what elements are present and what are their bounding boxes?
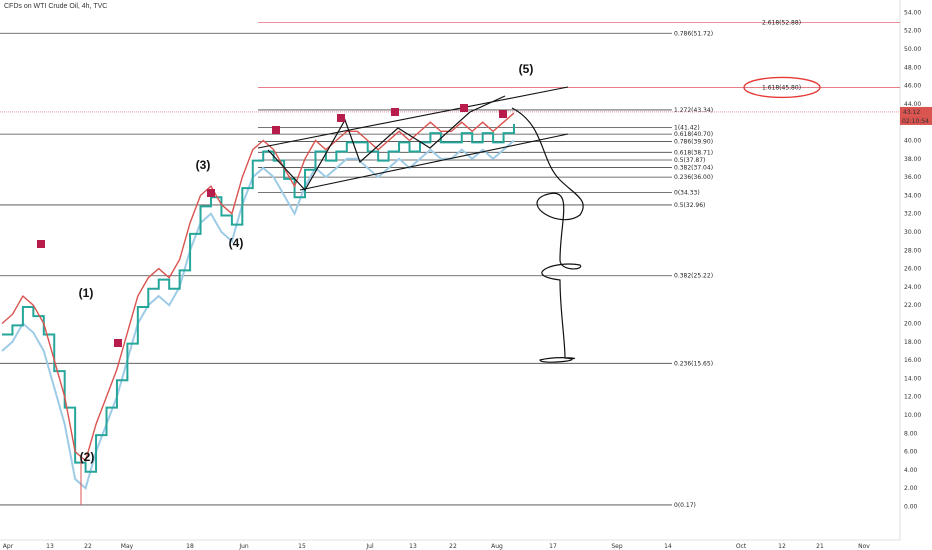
y-tick-label: 54.00 <box>904 9 921 16</box>
y-tick-label: 14.00 <box>904 375 921 382</box>
x-tick-label: Jun <box>238 543 249 550</box>
signal-marker <box>460 104 468 112</box>
x-tick-label: Nov <box>858 543 870 550</box>
y-tick-label: 44.00 <box>904 101 921 108</box>
fib-label: 1(41.42) <box>674 125 700 132</box>
wave-label: (2) <box>80 450 95 464</box>
fib-label: 0.236(15.65) <box>674 360 713 367</box>
y-tick-label: 8.00 <box>904 430 918 437</box>
price-line <box>1 112 515 463</box>
y-tick-label: 10.00 <box>904 412 921 419</box>
y-tick-label: 6.00 <box>904 449 918 456</box>
countdown-tag-bg <box>900 115 932 125</box>
x-tick-label: Sep <box>611 543 623 550</box>
y-tick-label: 16.00 <box>904 357 921 364</box>
y-tick-label: 46.00 <box>904 83 921 90</box>
y-tick-label: 52.00 <box>904 28 921 35</box>
signal-marker <box>499 110 507 118</box>
fib-label: 0.382(25.22) <box>674 273 713 280</box>
x-tick-label: 17 <box>549 543 557 550</box>
fib-label: 0.786(51.72) <box>674 30 713 37</box>
chart-title: CFDs on WTI Crude Oil, 4h, TVC <box>4 3 108 10</box>
y-tick-label: 30.00 <box>904 229 921 236</box>
x-tick-label: 22 <box>449 543 457 550</box>
wedge-upper-line <box>257 86 569 149</box>
x-tick-label: 12 <box>778 543 786 550</box>
fib-label: 2.618(52.88) <box>762 20 801 27</box>
price-tag-bg <box>900 106 932 116</box>
x-tick-label: 18 <box>186 543 194 550</box>
fib-label: 0.618(38.71) <box>674 149 713 156</box>
y-tick-label: 38.00 <box>904 156 921 163</box>
x-tick-label: 14 <box>664 543 672 550</box>
x-tick-label: 13 <box>409 543 417 550</box>
y-tick-label: 26.00 <box>904 266 921 273</box>
lower-band-line <box>1 139 515 490</box>
signal-marker <box>391 108 399 116</box>
y-tick-label: 28.00 <box>904 247 921 254</box>
signal-marker <box>37 240 45 248</box>
y-tick-label: 2.00 <box>904 485 918 492</box>
wave-label: (3) <box>196 158 211 172</box>
signal-marker <box>272 126 280 134</box>
price-tag-label: 43.12 <box>903 109 920 116</box>
fib-label: 0(34.33) <box>674 189 700 196</box>
x-tick-label: 21 <box>816 543 824 550</box>
fib-label: 0.5(37.87) <box>674 157 705 164</box>
x-tick-label: 13 <box>46 543 54 550</box>
x-tick-label: May <box>121 543 134 550</box>
x-tick-label: 15 <box>298 543 306 550</box>
y-tick-label: 20.00 <box>904 321 921 328</box>
y-tick-label: 32.00 <box>904 211 921 218</box>
y-tick-label: 34.00 <box>904 192 921 199</box>
y-tick-label: 22.00 <box>904 302 921 309</box>
wave-label: (4) <box>229 236 244 250</box>
fib-label: 1.618(45.80) <box>762 84 801 91</box>
wave-zigzag <box>267 95 506 192</box>
wedge-lower-line <box>299 133 569 191</box>
y-tick-label: 24.00 <box>904 284 921 291</box>
signal-marker <box>114 339 122 347</box>
fib-label: 0.236(36.00) <box>674 174 713 181</box>
fib-label: 1.272(43.34) <box>674 107 713 114</box>
x-tick-label: Oct <box>736 543 747 550</box>
signal-marker <box>207 189 215 197</box>
x-tick-label: 22 <box>84 543 92 550</box>
countdown-tag-label: 02:10:54 <box>902 118 929 125</box>
y-tick-label: 4.00 <box>904 467 918 474</box>
fib-label: 0.786(39.90) <box>674 138 713 145</box>
projection-scribble <box>511 107 584 363</box>
fib-label: 0.618(40.70) <box>674 131 713 138</box>
y-tick-label: 48.00 <box>904 64 921 71</box>
y-tick-label: 18.00 <box>904 339 921 346</box>
fib-label: 0.5(32.96) <box>674 202 705 209</box>
signal-marker <box>337 114 345 122</box>
fib-label: 0.382(37.04) <box>674 165 713 172</box>
highlight-ellipse <box>743 76 821 99</box>
y-tick-label: 50.00 <box>904 46 921 53</box>
wave-label: (5) <box>519 62 534 76</box>
wave-label: (1) <box>79 286 94 300</box>
fib-label: 0(0.17) <box>674 502 696 509</box>
y-tick-label: 12.00 <box>904 394 921 401</box>
support-step-line <box>2 124 515 473</box>
y-tick-label: 0.00 <box>904 504 918 511</box>
y-tick-label: 40.00 <box>904 138 921 145</box>
x-tick-label: Jul <box>365 543 374 550</box>
x-tick-label: Aug <box>491 543 503 550</box>
y-tick-label: 36.00 <box>904 174 921 181</box>
x-tick-label: Apr <box>3 543 14 550</box>
